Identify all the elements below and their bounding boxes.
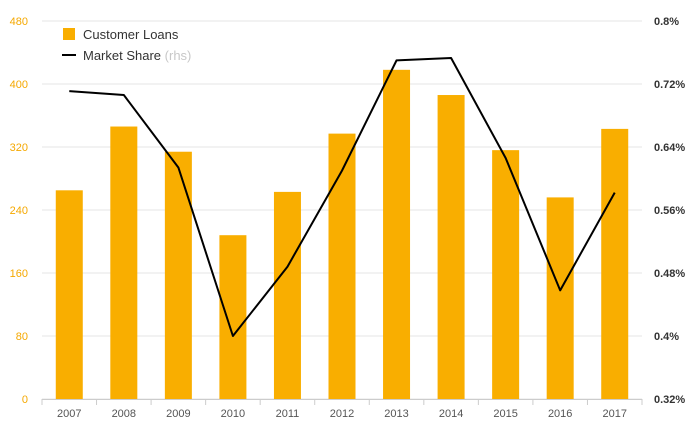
legend-label-rhs: (rhs): [165, 48, 192, 63]
x-tick-label: 2016: [548, 408, 572, 420]
x-tick-label: 2008: [112, 408, 136, 420]
x-tick-label: 2013: [384, 408, 408, 420]
bar-customer-loans: [492, 150, 520, 399]
right-y-axis: 0.8% 0.72% 0.64% 0.56% 0.48% 0.4% 0.32%: [654, 16, 685, 406]
left-tick-label: 160: [10, 268, 28, 280]
right-tick-label: 0.4%: [654, 331, 679, 343]
bar-customer-loans: [110, 126, 138, 400]
legend-label-customer-loans: Customer Loans: [83, 27, 179, 42]
right-tick-label: 0.56%: [654, 205, 685, 217]
x-tick-label: 2017: [602, 408, 626, 420]
bar-customer-loans: [601, 128, 629, 399]
left-tick-label: 320: [10, 142, 28, 154]
market-share-line: [69, 57, 616, 337]
left-tick-label: 80: [16, 331, 28, 343]
right-tick-label: 0.72%: [654, 79, 685, 91]
right-tick-label: 0.64%: [654, 142, 685, 154]
legend-label-market-share: Market Share (rhs): [83, 48, 191, 63]
left-y-axis: 480 400 320 240 160 80 0: [10, 16, 28, 406]
legend-swatch-customer-loans: [63, 28, 75, 40]
bar-customer-loans: [546, 197, 574, 399]
right-tick-label: 0.48%: [654, 268, 685, 280]
x-tick-label: 2010: [221, 408, 245, 420]
bar-customer-loans: [437, 95, 465, 400]
left-tick-label: 480: [10, 16, 28, 28]
x-tick-label: 2015: [493, 408, 517, 420]
left-tick-label: 400: [10, 79, 28, 91]
x-axis: 2007 2008 2009 2010 2011 2012 2013 2014 2015 2016…: [41, 399, 643, 420]
bar-customer-loans: [219, 235, 247, 399]
left-tick-label: 240: [10, 205, 28, 217]
x-tick-label: 2011: [276, 408, 300, 420]
x-tick-label: 2014: [439, 408, 463, 420]
market-share-line-group: [69, 57, 616, 337]
bar-customer-loans: [55, 190, 83, 399]
customer-loans-bars: [55, 69, 629, 400]
bar-customer-loans: [164, 151, 192, 399]
x-tick-label: 2007: [57, 408, 81, 420]
x-tick-label: 2012: [330, 408, 354, 420]
bar-customer-loans: [328, 133, 356, 400]
bar-customer-loans: [383, 69, 411, 399]
x-tick-label: 2009: [166, 408, 190, 420]
bar-customer-loans: [273, 191, 301, 399]
legend: Customer Loans Market Share (rhs): [62, 27, 191, 63]
left-tick-label: 0: [22, 394, 28, 406]
right-tick-label: 0.8%: [654, 16, 679, 28]
right-tick-label: 0.32%: [654, 394, 685, 406]
